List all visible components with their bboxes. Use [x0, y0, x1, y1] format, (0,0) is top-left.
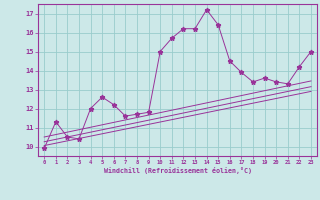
X-axis label: Windchill (Refroidissement éolien,°C): Windchill (Refroidissement éolien,°C) [104, 167, 252, 174]
